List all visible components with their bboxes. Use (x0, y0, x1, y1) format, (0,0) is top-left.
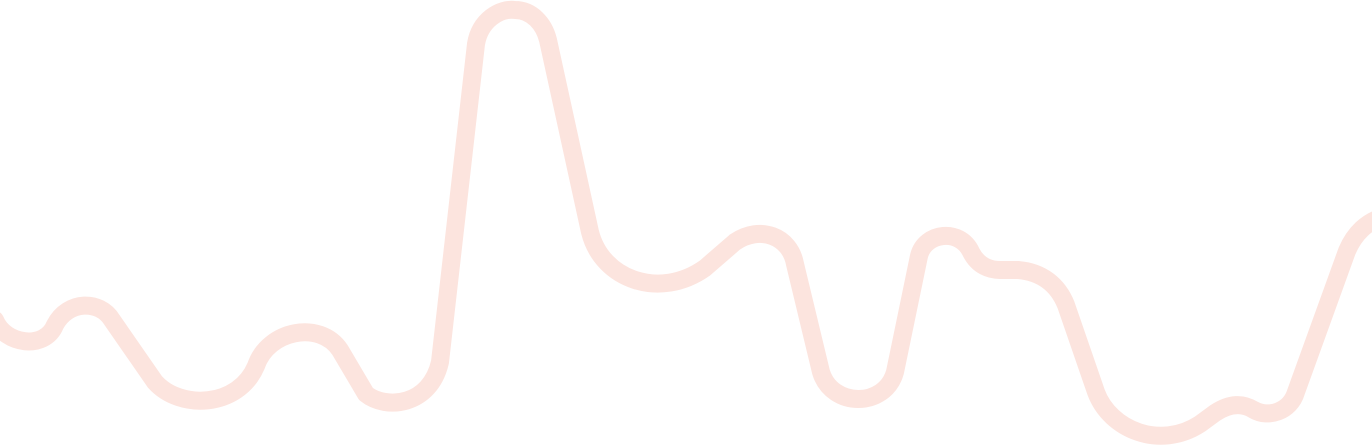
decorative-canvas (0, 0, 1372, 445)
decorative-wave-line (0, 0, 1372, 445)
decorative-wave-graphic (0, 0, 1372, 445)
